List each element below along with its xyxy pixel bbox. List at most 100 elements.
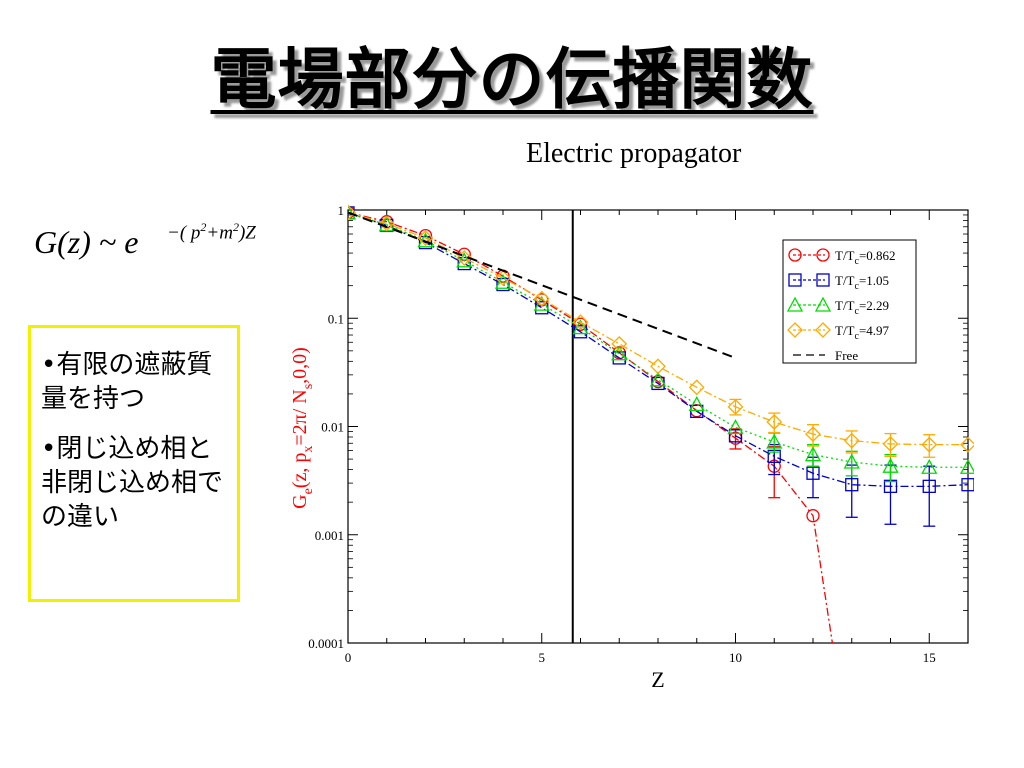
- legend-label-part: =2.29: [859, 298, 889, 313]
- series-line-0: [348, 211, 834, 643]
- data-point-triangle: [727, 419, 744, 435]
- x-tick-label: 0: [345, 650, 352, 665]
- y-axis-label-part: ,0,0): [289, 347, 311, 384]
- legend-label-part: T/T: [835, 298, 855, 313]
- plot-area: [348, 204, 974, 643]
- legend-label-part: =4.97: [859, 323, 890, 338]
- data-point-diamond: [805, 426, 821, 443]
- y-tick-label: 0.0001: [308, 636, 344, 651]
- legend-label-part: T/T: [835, 248, 855, 263]
- data-point-diamond: [727, 398, 744, 415]
- series-line-4: [348, 211, 736, 359]
- formula-exp-m-power: 2: [232, 220, 239, 234]
- data-point-diamond: [688, 379, 705, 396]
- data-point-square: [728, 429, 743, 443]
- data-point-triangle: [611, 345, 628, 361]
- data-point-diamond: [456, 250, 473, 266]
- y-axis-label-part: (z, p: [289, 453, 311, 489]
- notes-box: •有限の遮蔽質量を持つ •閉じ込め相と非閉じ込め相での違い: [28, 325, 240, 602]
- data-point-square: [845, 478, 859, 492]
- formula-main: G(z) ~ e: [34, 224, 139, 260]
- data-point-diamond: [650, 358, 666, 375]
- formula-exp-suffix: )Z: [238, 222, 256, 244]
- data-point-circle: [806, 509, 820, 523]
- y-tick-label: 0.1: [328, 311, 344, 326]
- formula-exp-mid: +m: [206, 222, 233, 244]
- data-point-diamond: [417, 230, 434, 247]
- x-tick-label: 15: [923, 650, 936, 665]
- data-point-triangle: [959, 458, 974, 474]
- y-axis-label-part: =2π/ N: [289, 389, 311, 445]
- data-point-triangle: [921, 458, 938, 474]
- legend-label-subscript: c: [855, 331, 860, 342]
- y-axis-label-subscript: s: [301, 384, 316, 389]
- y-axis-label-subscript: e: [301, 488, 316, 494]
- legend-box: [782, 239, 917, 364]
- data-point-diamond: [882, 436, 899, 452]
- data-point-triangle: [533, 295, 550, 311]
- data-point-circle: [788, 248, 802, 262]
- x-axis-label: Z: [651, 667, 664, 692]
- data-point-triangle: [804, 446, 822, 462]
- slide-title: 電場部分の伝播関数: [210, 41, 814, 118]
- formula-exp-p-power: 2: [200, 220, 207, 234]
- y-tick-label: 0.01: [321, 420, 344, 435]
- data-point-triangle: [882, 457, 899, 473]
- legend-label-part: T/T: [835, 323, 855, 338]
- propagator-formula: G(z) ~ e −( p2+m2)Z: [34, 210, 304, 270]
- legend-label-part: Free: [835, 348, 858, 363]
- legend-label-part: =1.05: [859, 273, 889, 288]
- legend-label: T/Tc=4.97: [835, 323, 890, 342]
- data-point-square: [418, 235, 433, 250]
- data-point-diamond: [611, 335, 628, 352]
- data-point-triangle: [348, 204, 357, 220]
- formula-exp-prefix: −( p: [167, 222, 201, 244]
- legend-label-part: =0.862: [859, 248, 896, 263]
- legend-label-subscript: c: [855, 281, 860, 292]
- data-point-triangle: [843, 453, 860, 469]
- data-point-square: [496, 277, 510, 292]
- legend-label-subscript: c: [855, 256, 860, 267]
- note-phase-difference: •閉じ込め相と非閉じ込め相での違い: [41, 434, 224, 532]
- data-point-triangle: [786, 296, 804, 312]
- data-point-square: [922, 479, 936, 493]
- y-axis-label-subscript: x: [301, 446, 316, 453]
- y-tick-label: 1: [338, 203, 345, 218]
- data-point-diamond: [787, 322, 803, 338]
- data-point-triangle: [649, 371, 667, 387]
- data-point-square: [816, 273, 830, 287]
- y-tick-label: 0.001: [315, 528, 344, 543]
- series-line-2: [348, 212, 968, 468]
- note-finite-screening-mass: •有限の遮蔽質量を持つ: [41, 350, 213, 414]
- data-point-triangle: [688, 396, 705, 412]
- data-point-circle: [816, 248, 830, 262]
- data-point-diamond: [533, 290, 550, 307]
- data-point-square: [961, 478, 974, 492]
- legend-label: T/Tc=1.05: [835, 273, 889, 292]
- data-point-diamond: [921, 436, 938, 453]
- data-point-square: [788, 273, 802, 287]
- data-point-triangle: [766, 433, 783, 449]
- data-point-triangle: [572, 319, 589, 335]
- data-point-diamond: [843, 432, 860, 449]
- formula-exponent: −( p2+m2)Z: [167, 220, 256, 244]
- series-line-1: [348, 212, 969, 487]
- y-axis-label: Ge(z, px=2π/ Ns,0,0): [289, 347, 316, 509]
- x-tick-label: 10: [729, 650, 742, 665]
- legend-label: T/Tc=2.29: [835, 298, 889, 317]
- data-point-diamond: [766, 414, 783, 430]
- data-point-diamond: [572, 314, 589, 331]
- data-point-square: [806, 466, 820, 480]
- x-tick-label: 5: [539, 650, 546, 665]
- data-point-diamond: [495, 270, 511, 287]
- data-point-diamond: [815, 322, 831, 338]
- legend-label: T/Tc=0.862: [835, 248, 896, 267]
- data-point-diamond: [348, 204, 356, 221]
- chart-subtitle: Electric propagator: [526, 138, 742, 169]
- data-point-diamond: [378, 215, 395, 232]
- y-axis-label-part: G: [289, 494, 311, 508]
- legend-label-part: T/T: [835, 273, 855, 288]
- data-point-triangle: [814, 296, 832, 312]
- data-point-diamond: [960, 436, 974, 453]
